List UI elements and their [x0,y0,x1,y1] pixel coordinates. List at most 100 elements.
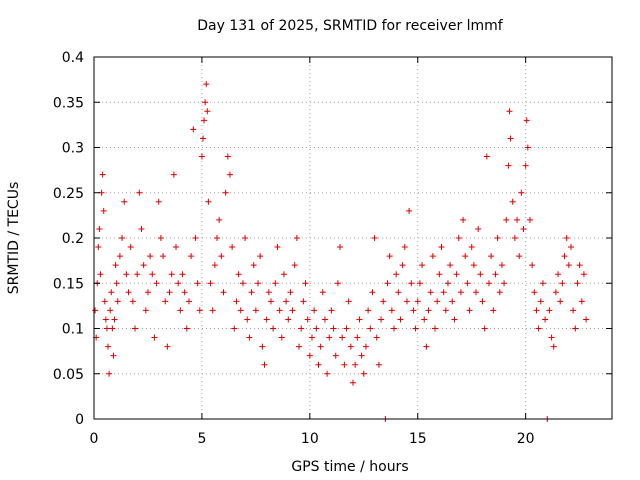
data-point [121,198,128,205]
data-point [535,325,542,332]
data-point [92,307,99,314]
data-point [470,262,477,269]
data-point [272,280,279,287]
y-tick-label: 0 [75,412,84,428]
data-point [201,117,208,124]
data-point [274,244,281,251]
data-point [244,316,251,323]
data-point [419,262,426,269]
data-point [350,379,356,386]
data-point [248,289,255,296]
data-point [574,280,581,287]
data-point [522,162,529,169]
data-point [462,253,469,260]
data-point [393,271,400,278]
data-point [542,316,549,323]
data-point [129,298,136,305]
data-point [132,325,139,332]
x-tick-label: 15 [409,431,427,447]
data-point [555,271,562,278]
data-point [270,325,277,332]
data-point [194,280,201,287]
data-point [347,343,354,350]
data-point [263,316,270,323]
data-point [242,235,249,241]
data-point [386,253,393,260]
data-point [308,334,315,341]
data-point [97,271,104,278]
data-point [421,316,428,323]
data-point [485,280,492,287]
data-point [138,225,145,232]
data-point [572,325,579,332]
data-point [252,307,259,314]
data-point [447,262,454,269]
data-point [311,307,318,314]
data-point [99,171,106,178]
data-point [160,253,167,260]
data-point [151,334,158,341]
data-point [362,343,369,350]
data-point [498,262,505,269]
data-point [436,271,443,278]
data-point [276,307,283,314]
data-point [140,262,147,269]
data-point [214,235,221,241]
data-point [233,298,240,305]
data-point [506,108,513,115]
y-tick-label: 0.25 [53,186,84,202]
data-point [395,289,402,296]
data-point [324,370,331,377]
data-point [255,280,262,287]
data-point [384,280,391,287]
data-point [102,316,109,323]
data-point [565,262,572,269]
data-point [451,316,458,323]
data-point [315,361,322,368]
data-point [202,99,209,106]
data-point [235,271,242,278]
x-tick-label: 5 [197,431,206,447]
data-point [302,280,309,287]
data-point [205,198,212,205]
y-tick-label: 0.15 [53,276,84,292]
data-point [179,271,186,278]
data-point [103,325,110,332]
data-point [442,307,449,314]
x-tick-label: 10 [301,431,319,447]
data-point [209,307,216,314]
data-point [278,334,285,341]
data-point [149,271,156,278]
data-point [173,244,180,251]
data-point [503,216,510,223]
data-point [412,325,419,332]
data-point [477,271,484,278]
data-point [113,280,120,287]
data-point [181,289,188,296]
data-point [222,189,229,196]
data-point [432,325,439,332]
data-point [190,126,197,133]
data-point [239,280,246,287]
data-point [494,235,501,241]
data-point [109,325,116,332]
data-point [298,325,305,332]
data-point [533,307,540,314]
data-point [518,189,525,196]
data-point [475,225,482,232]
data-point [457,289,464,296]
y-tick-label: 0.2 [62,231,84,247]
data-point [371,235,378,241]
data-point [550,343,557,350]
data-point [505,162,512,169]
data-point [408,280,415,287]
data-point [514,216,521,223]
y-axis-label: SRMTID / TECUs [6,182,22,295]
data-point [142,307,149,314]
data-point [334,280,341,287]
data-point [224,153,231,160]
data-point [226,171,233,178]
data-point [168,271,175,278]
data-point [95,244,102,251]
